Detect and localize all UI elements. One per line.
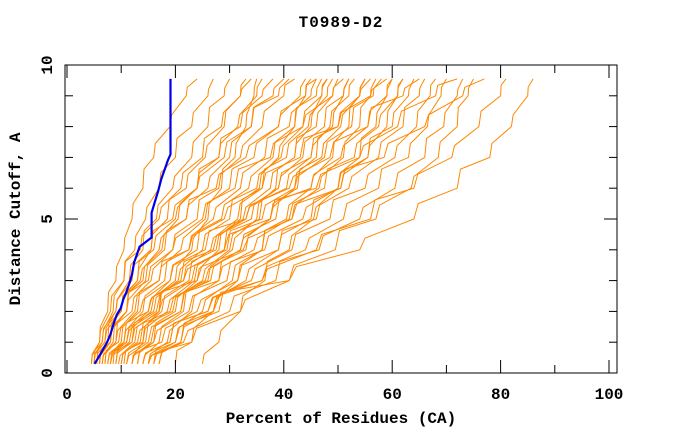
chart-title: T0989-D2: [299, 14, 384, 32]
y-tick-label: 0: [39, 368, 57, 378]
model-curve: [126, 78, 355, 364]
model-curve: [147, 78, 534, 364]
model-curve: [174, 78, 366, 364]
y-axis-label: Distance Cutoff, A: [7, 132, 25, 305]
model-curve: [99, 78, 344, 364]
model-curve: [93, 78, 274, 364]
model-curve: [142, 78, 328, 364]
model-curve: [109, 78, 371, 364]
model-curve: [158, 78, 404, 364]
tick-labels-layer: 0 20 40 60 80 100 0 5 10: [39, 55, 623, 404]
model-curve: [115, 78, 328, 364]
model-curve: [109, 78, 317, 364]
model-curve: [147, 78, 350, 364]
model-curve: [123, 78, 350, 364]
reference-curve: [93, 78, 172, 365]
y-tick-label: 10: [39, 55, 57, 74]
x-tick-label: 0: [62, 386, 72, 404]
model-curve: [142, 78, 507, 364]
model-curve: [202, 78, 393, 364]
model-curve: [126, 78, 404, 364]
model-curve: [153, 78, 464, 364]
model-curve: [104, 78, 295, 364]
ticks-layer: [65, 64, 617, 374]
model-curve: [131, 78, 258, 364]
x-axis-label: Percent of Residues (CA): [226, 410, 456, 428]
model-curve: [107, 78, 306, 364]
x-tick-label: 20: [166, 386, 185, 404]
x-tick-label: 80: [491, 386, 510, 404]
x-tick-label: 100: [595, 386, 624, 404]
model-curve: [131, 78, 415, 364]
model-curve: [101, 78, 388, 364]
curves-layer: [90, 78, 534, 365]
model-curve: [147, 78, 447, 364]
model-curve: [115, 78, 382, 364]
model-curve: [158, 78, 474, 364]
y-tick-label: 5: [39, 214, 57, 224]
model-curve: [137, 78, 312, 364]
model-curve: [90, 78, 252, 364]
model-curve: [99, 78, 285, 364]
x-tick-label: 40: [274, 386, 293, 404]
x-tick-label: 60: [383, 386, 402, 404]
